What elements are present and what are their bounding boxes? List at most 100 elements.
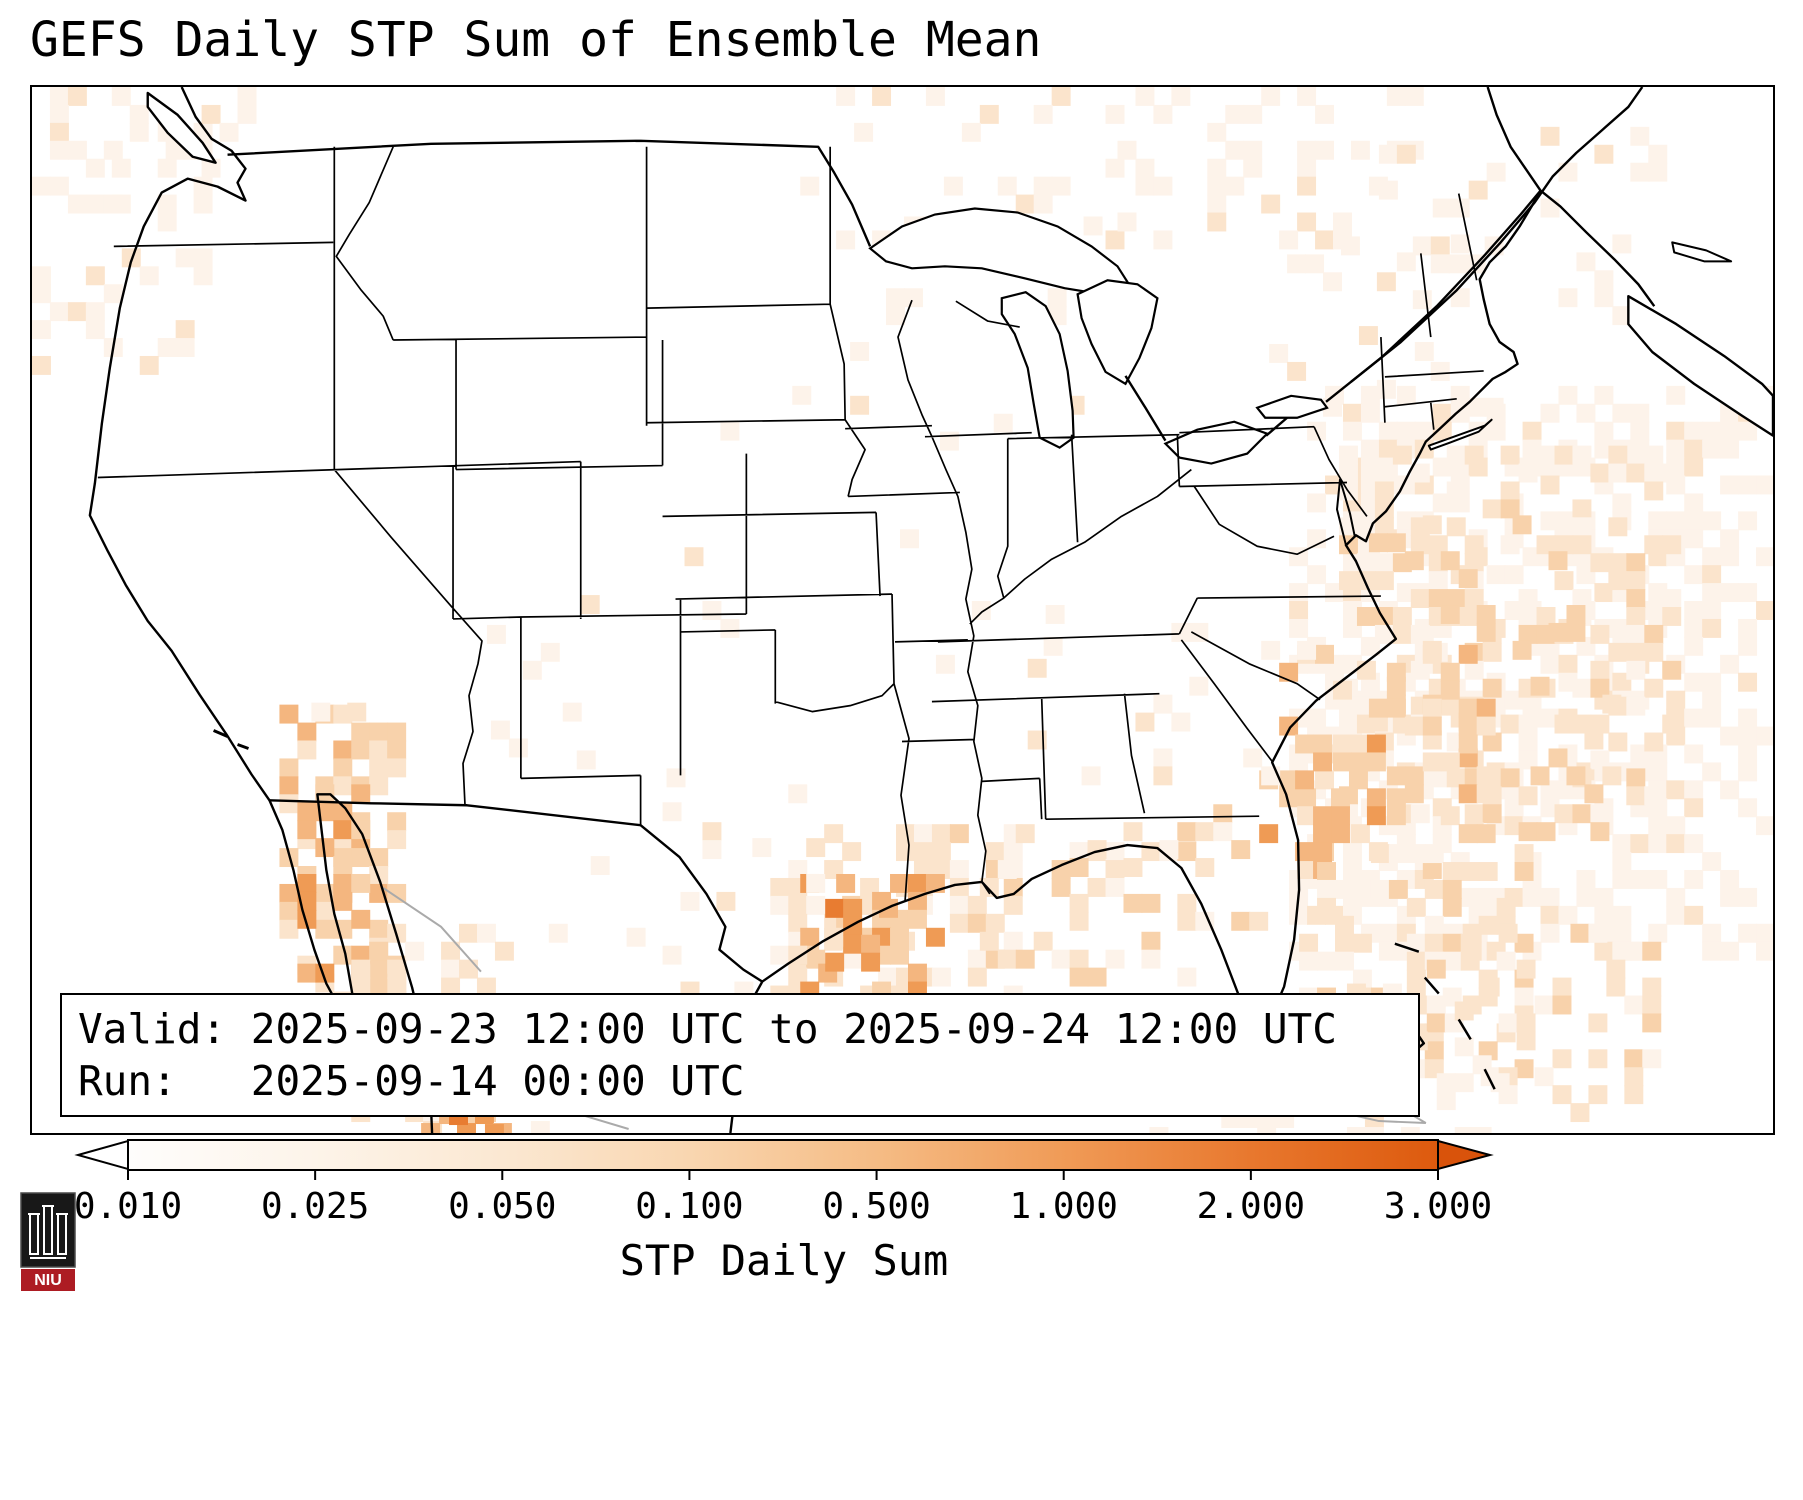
stp-grid-cell <box>1644 535 1664 555</box>
stp-grid-cell <box>157 194 177 214</box>
stp-grid-cell <box>967 949 987 969</box>
stp-grid-cell <box>279 883 299 903</box>
stp-grid-cell <box>1648 834 1668 854</box>
stp-grid-cell <box>1460 862 1480 881</box>
stp-grid-cell <box>1612 834 1632 854</box>
us-canada-border <box>227 87 1542 442</box>
stp-grid-cell <box>1626 768 1646 788</box>
stp-grid-cell <box>351 959 371 979</box>
stp-grid-cell <box>1648 870 1668 889</box>
stp-grid-cell <box>1317 897 1337 917</box>
stp-grid-cell <box>297 802 317 822</box>
stp-grid-cell <box>1458 644 1478 664</box>
stp-grid-cell <box>157 158 177 178</box>
stp-grid-cell <box>907 909 927 929</box>
stp-grid-cell <box>900 529 919 549</box>
stp-grid-cell <box>540 642 560 662</box>
stp-grid-cell <box>1153 176 1173 196</box>
stp-grid-cell <box>1572 589 1592 609</box>
stp-grid-cell <box>1462 941 1482 961</box>
stp-grid-cell <box>1702 923 1722 943</box>
stp-grid-cell <box>1570 923 1590 943</box>
stp-grid-cell <box>369 973 389 993</box>
stp-grid-cell <box>1608 445 1628 465</box>
stp-grid-cell <box>1424 844 1444 864</box>
stp-grid-cell <box>1051 949 1071 969</box>
stp-grid-cell <box>347 702 367 722</box>
colorbar-over-arrow <box>1437 1139 1494 1171</box>
stp-grid-cell <box>993 413 1013 433</box>
stp-grid-cell <box>1135 87 1155 106</box>
stp-grid-cell <box>1087 967 1107 987</box>
valid-time-text: Valid: 2025-09-23 12:00 UTC to 2025-09-2… <box>78 1005 1337 1053</box>
stp-grid-cell <box>1684 834 1704 854</box>
stp-grid-cell <box>979 877 999 897</box>
stp-grid-cell <box>1243 104 1263 124</box>
stp-grid-cell <box>1626 607 1646 626</box>
stp-grid-cell <box>1738 618 1758 638</box>
stp-grid-cell <box>1756 923 1773 943</box>
stp-grid-cell <box>836 873 856 893</box>
stp-grid-cell <box>1015 194 1035 214</box>
stp-grid-cell <box>576 750 596 770</box>
stp-grid-cell <box>1644 786 1664 806</box>
stp-grid-cell <box>1370 879 1390 899</box>
stp-grid-cell <box>1297 140 1317 160</box>
stp-grid-cell <box>1410 624 1430 644</box>
stp-grid-cell <box>1684 905 1704 925</box>
stp-grid-cell <box>1608 732 1628 752</box>
stp-grid-cell <box>842 949 862 969</box>
stp-grid-cell <box>967 895 987 915</box>
stp-grid-cell <box>1486 421 1506 441</box>
stp-grid-cell <box>1572 445 1592 465</box>
stp-grid-cell <box>157 212 177 232</box>
stp-grid-cell <box>1588 1085 1608 1105</box>
stp-grid-cell <box>1626 786 1646 806</box>
stp-grid-cell <box>1518 624 1538 644</box>
stp-grid-cell <box>1642 1049 1662 1069</box>
stp-grid-cell <box>1123 893 1143 913</box>
stp-grid-cell <box>1307 493 1327 513</box>
stp-grid-cell <box>1630 126 1650 146</box>
stp-grid-cell <box>1279 788 1299 808</box>
stp-grid-cell <box>1518 607 1538 626</box>
stp-grid-cell <box>1702 618 1722 638</box>
niu-logo-text: NIU <box>34 1272 62 1289</box>
stp-grid-cell <box>1051 87 1071 106</box>
stp-grid-cell <box>562 702 582 722</box>
stp-grid-cell <box>237 87 257 106</box>
stp-grid-cell <box>1386 533 1406 553</box>
stp-grid-cell <box>1554 714 1574 734</box>
stp-grid-cell <box>1342 421 1362 441</box>
stp-grid-cell <box>949 860 969 879</box>
stp-grid-cell <box>1428 768 1448 788</box>
stp-grid-cell <box>1756 475 1773 495</box>
stp-grid-cell <box>1534 1067 1554 1087</box>
stp-grid-cell <box>843 916 863 936</box>
stp-grid-cell <box>1440 806 1460 826</box>
stp-grid-cell <box>1386 662 1406 682</box>
stp-grid-cell <box>1313 842 1333 862</box>
stp-grid-cell <box>1666 421 1686 441</box>
stp-grid-cell <box>1331 806 1350 826</box>
stp-grid-cell <box>1702 421 1722 441</box>
run-time-text: Run: 2025-09-14 00:00 UTC <box>78 1057 745 1105</box>
stp-grid-cell <box>850 395 870 415</box>
stp-grid-cell <box>949 895 969 915</box>
stp-grid-cell <box>1516 1031 1536 1051</box>
stp-grid-cell <box>1043 636 1063 656</box>
stp-grid-cell <box>1360 403 1380 423</box>
stp-grid-cell <box>890 927 909 947</box>
stp-grid-cell <box>720 421 740 441</box>
stp-grid-cell <box>1518 589 1538 609</box>
stp-grid-cell <box>943 176 963 196</box>
map-frame <box>30 85 1775 1135</box>
stp-grid-cell <box>1552 995 1572 1015</box>
stp-grid-cell <box>1554 535 1574 555</box>
stp-grid-cell <box>1442 951 1462 971</box>
stp-grid-cell <box>1458 716 1478 736</box>
stp-grid-cell <box>1518 786 1538 806</box>
stp-grid-cell <box>1331 788 1350 808</box>
stp-grid-cell <box>1083 216 1103 236</box>
stp-grid-cell <box>1313 752 1333 772</box>
